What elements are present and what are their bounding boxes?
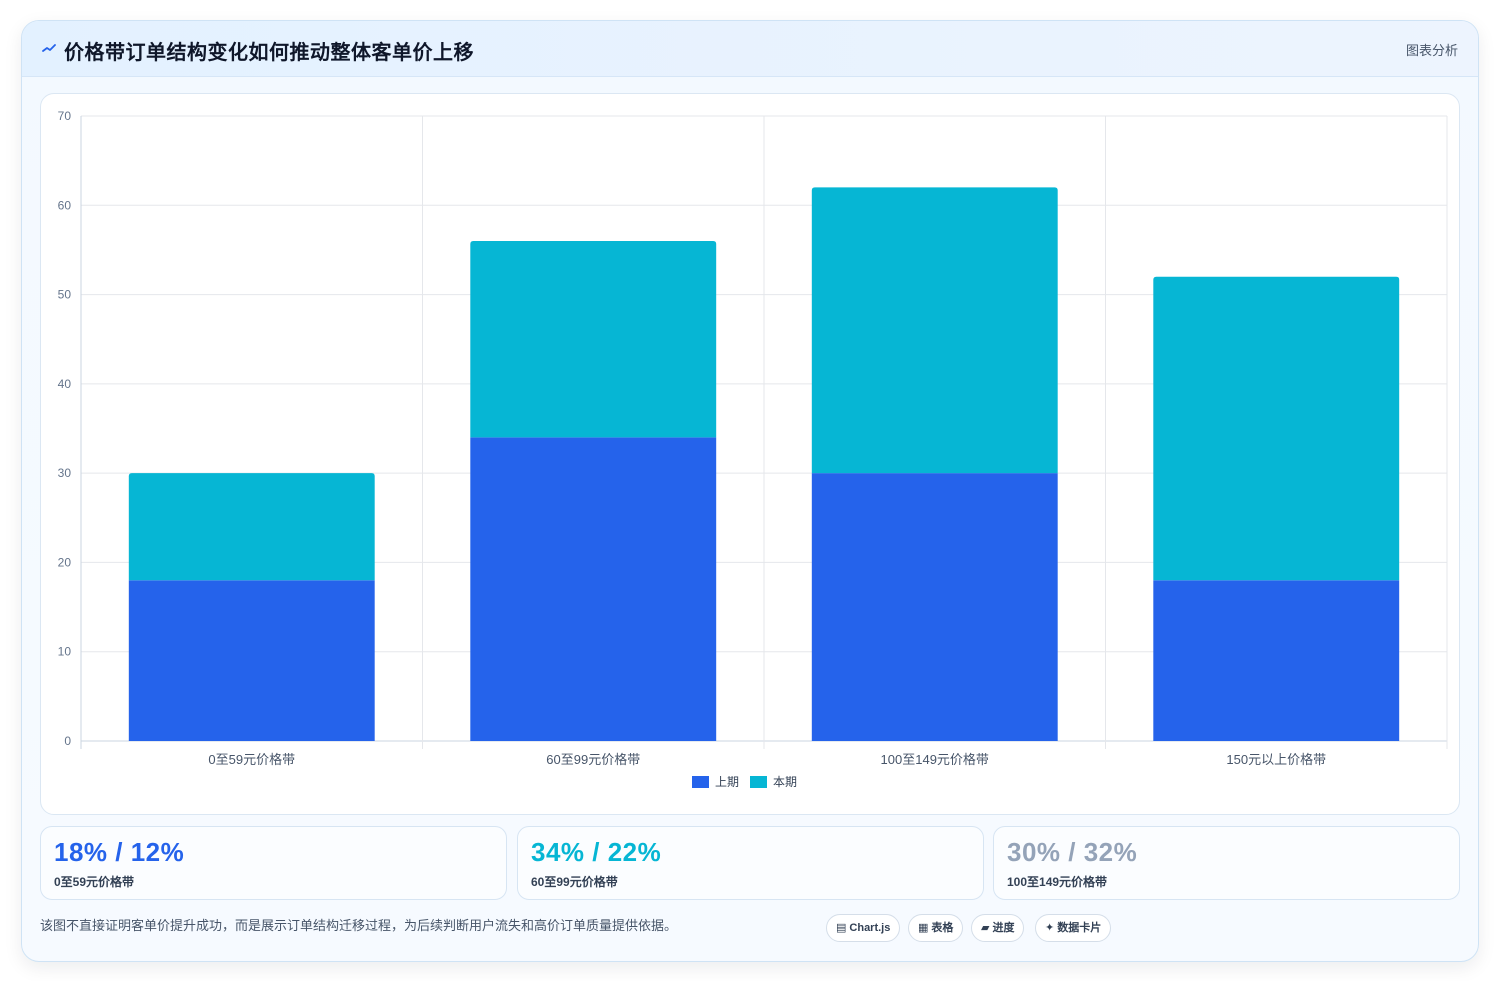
- footnote: 该图不直接证明客单价提升成功，而是展示订单结构迁移过程，为后续判断用户流失和高价…: [40, 918, 678, 933]
- y-tick-label: 60: [58, 198, 72, 212]
- x-tick-label: 0至59元价格带: [208, 752, 295, 767]
- table-icon: ▦: [918, 922, 929, 934]
- progress-icon: ▰: [981, 922, 990, 934]
- x-tick-label: 60至99元价格带: [546, 752, 640, 767]
- legend-swatch: [692, 776, 709, 788]
- chart-panel: 0 10 20 30 40 50 60 70 0至59元价格带 60至99元价格带 100至149元…: [40, 93, 1460, 815]
- chart-icon: ▤: [836, 922, 847, 934]
- x-tick-label: 100至149元价格带: [881, 752, 989, 767]
- y-tick-label: 0: [64, 734, 71, 748]
- y-tick-label: 50: [58, 288, 72, 302]
- legend-label: 上期: [715, 775, 739, 789]
- chip-data-cards[interactable]: ✦ 数据卡片: [1035, 914, 1112, 942]
- stat-card-0-59: 18% / 12% 0至59元价格带: [40, 826, 507, 900]
- chip-progress[interactable]: ▰ 进度: [971, 914, 1025, 942]
- y-tick-label: 10: [58, 645, 72, 659]
- stat-value: 30% / 32%: [1007, 837, 1138, 867]
- chip-label: 表格: [931, 922, 954, 934]
- bar-segment-current: [1153, 276, 1400, 581]
- stat-card-60-99: 34% / 22% 60至99元价格带: [517, 826, 984, 900]
- bar-segment-previous: [470, 437, 717, 741]
- chip-table[interactable]: ▦ 表格: [908, 914, 964, 942]
- stat-label: 100至149元价格带: [1007, 875, 1108, 889]
- bar-segment-previous: [128, 580, 375, 741]
- bar-segment-current: [470, 241, 717, 438]
- chip-label: 进度: [992, 922, 1015, 934]
- y-tick-label: 20: [58, 555, 72, 569]
- stat-value: 18% / 12%: [54, 837, 185, 867]
- chip-label: 数据卡片: [1057, 922, 1102, 934]
- page-title: 价格带订单结构变化如何推动整体客单价上移: [64, 42, 474, 64]
- chip-chartjs[interactable]: ▤ Chart.js: [826, 914, 901, 942]
- y-tick-label: 30: [58, 466, 72, 480]
- chip-label: Chart.js: [849, 922, 891, 934]
- stat-label: 60至99元价格带: [531, 875, 618, 889]
- sparkle-icon: ✦: [1045, 922, 1055, 934]
- bar-segment-current: [811, 187, 1058, 474]
- x-tick-label: 150元以上价格带: [1226, 752, 1326, 767]
- bar-segment-previous: [1153, 580, 1400, 741]
- stat-label: 0至59元价格带: [54, 875, 135, 889]
- bar-segment-previous: [811, 473, 1058, 741]
- chart-card: 价格带订单结构变化如何推动整体客单价上移 图表分析 0 10 20 30 40 50 60 7…: [21, 20, 1479, 962]
- bar-segment-current: [128, 473, 375, 581]
- chart-analysis-label: 图表分析: [1405, 43, 1458, 58]
- y-tick-label: 40: [58, 377, 72, 391]
- legend-label: 本期: [773, 775, 797, 789]
- stat-card-100-149: 30% / 32% 100至149元价格带: [993, 826, 1460, 900]
- trend-line-icon: [42, 44, 56, 52]
- card-header: 价格带订单结构变化如何推动整体客单价上移 图表分析: [22, 21, 1478, 77]
- stat-value: 34% / 22%: [531, 837, 662, 867]
- y-tick-label: 70: [58, 109, 72, 123]
- stacked-bar-chart: 0 10 20 30 40 50 60 70 0至59元价格带 60至99元价格带 100至149元…: [58, 109, 1448, 789]
- legend-swatch: [750, 776, 767, 788]
